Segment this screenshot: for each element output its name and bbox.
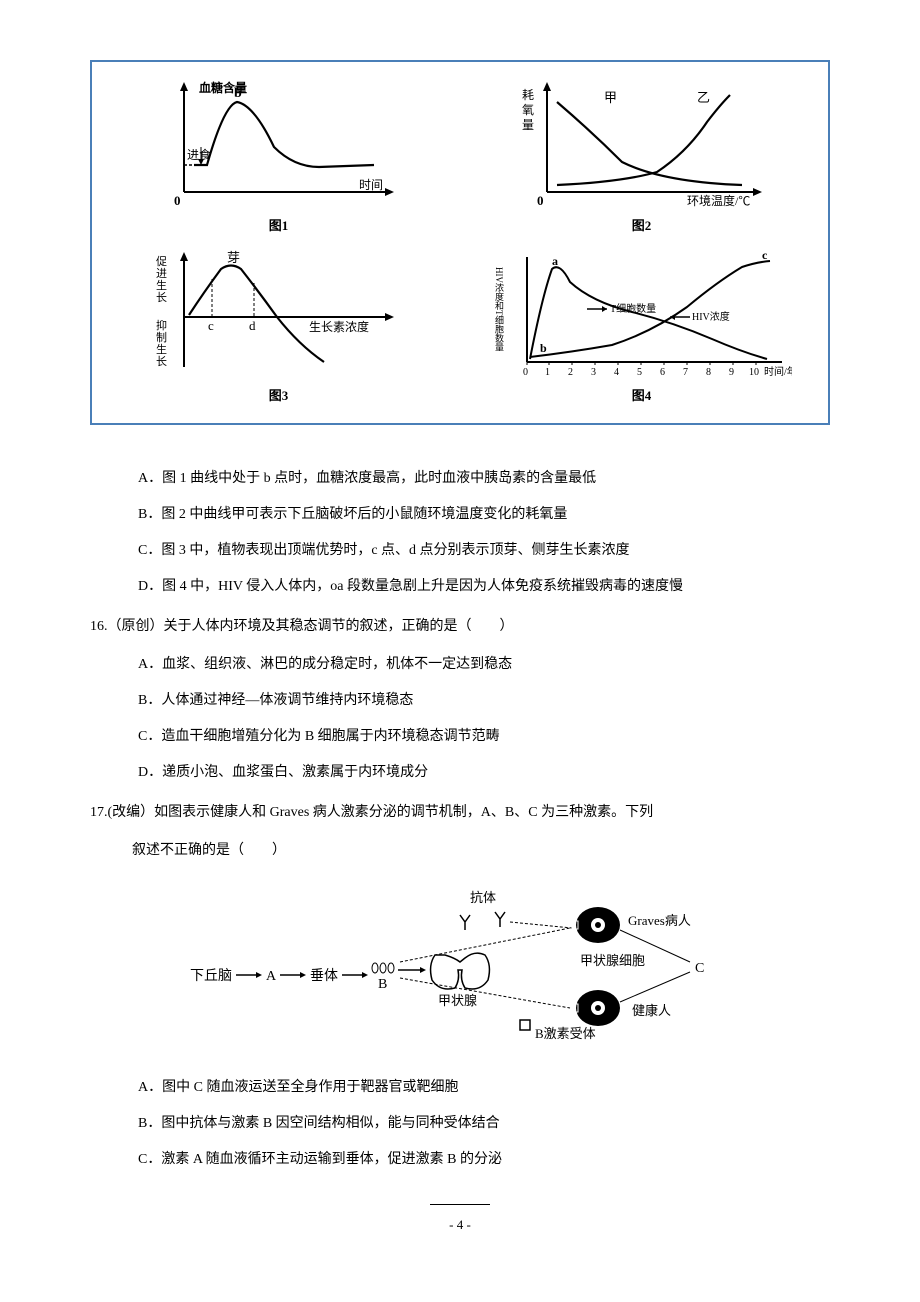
d17-graves: Graves病人 — [628, 913, 691, 928]
fig1-b-label: b — [234, 86, 242, 101]
d17-B: B — [378, 977, 387, 992]
svg-text:2: 2 — [568, 367, 573, 378]
chart-fig3: 促 进 生 长 抑 制 生 长 生长素浓度 芽 c d 图3 — [102, 247, 455, 407]
q16-option-b: B．人体通过神经—体液调节维持内环境稳态 — [90, 687, 830, 715]
chart-fig4-svg: HIV浓度和T细胞数量 0 1 2 3 4 5 6 7 8 9 10 时间/年 — [492, 247, 792, 382]
svg-text:5: 5 — [637, 367, 642, 378]
chart-fig1: 血糖含量 时间 0 进食 b 图1 — [102, 77, 455, 237]
q17-diagram: 下丘脑 A 垂体 B 甲状腺 抗体 — [90, 880, 830, 1059]
svg-text:量: 量 — [522, 118, 534, 132]
q16-option-a: A．血浆、组织液、淋巴的成分稳定时，机体不一定达到稳态 — [90, 651, 830, 679]
svg-text:HIV浓度和T细胞数量: HIV浓度和T细胞数量 — [494, 267, 504, 352]
q17-option-a: A．图中 C 随血液运送至全身作用于靶器官或靶细胞 — [90, 1074, 830, 1102]
svg-text:3: 3 — [591, 367, 596, 378]
figure-grid: 血糖含量 时间 0 进食 b 图1 耗 氧 量 环境温度 — [102, 77, 818, 408]
d17-thyroid: 甲状腺 — [438, 993, 477, 1008]
svg-text:8: 8 — [706, 367, 711, 378]
svg-text:1: 1 — [545, 367, 550, 378]
svg-text:氧: 氧 — [522, 103, 534, 117]
fig3-xlabel: 生长素浓度 — [309, 319, 369, 334]
q16: 16.（原创）关于人体内环境及其稳态调节的叙述，正确的是（ ） A．血浆、组织液… — [90, 613, 830, 787]
q17: 17.(改编）如图表示健康人和 Graves 病人激素分泌的调节机制，A、B、C… — [90, 799, 830, 1174]
q16-option-c: C．造血干细胞增殖分化为 B 细胞属于内环境稳态调节范畴 — [90, 723, 830, 751]
svg-text:生: 生 — [156, 278, 167, 292]
fig3-label: 图3 — [269, 384, 289, 407]
svg-text:制: 制 — [156, 331, 167, 344]
fig3-c: c — [208, 318, 214, 333]
chart-fig3-svg: 促 进 生 长 抑 制 生 长 生长素浓度 芽 c d — [149, 247, 409, 382]
svg-text:10: 10 — [749, 367, 759, 378]
svg-text:生: 生 — [156, 342, 167, 356]
d17-hypothalamus: 下丘脑 — [190, 968, 232, 984]
fig4-c: c — [762, 248, 768, 262]
fig2-jia: 甲 — [604, 90, 617, 105]
d17-receptor: B激素受体 — [535, 1026, 596, 1041]
fig4-xlabel: 时间/年 — [764, 365, 792, 378]
fig2-label: 图2 — [632, 214, 652, 237]
figure-panel: 血糖含量 时间 0 进食 b 图1 耗 氧 量 环境温度 — [90, 60, 830, 425]
d17-A: A — [266, 969, 277, 984]
fig4-label: 图4 — [632, 384, 652, 407]
fig3-ya: 芽 — [227, 250, 240, 265]
chart-fig2: 耗 氧 量 环境温度/℃ 0 甲 乙 图2 — [465, 77, 818, 237]
fig4-b: b — [540, 341, 547, 355]
svg-text:4: 4 — [614, 367, 619, 378]
d17-antibody: 抗体 — [470, 890, 496, 905]
q17-stem: 17.(改编）如图表示健康人和 Graves 病人激素分泌的调节机制，A、B、C… — [90, 799, 830, 827]
svg-text:0: 0 — [174, 193, 181, 208]
q15-options: A．图 1 曲线中处于 b 点时，血糖浓度最高，此时血液中胰岛素的含量最低 B．… — [90, 465, 830, 601]
q17-option-b: B．图中抗体与激素 B 因空间结构相似，能与同种受体结合 — [90, 1110, 830, 1138]
svg-text:耗: 耗 — [522, 88, 534, 102]
fig2-xlabel: 环境温度/℃ — [687, 193, 750, 208]
chart-fig4: HIV浓度和T细胞数量 0 1 2 3 4 5 6 7 8 9 10 时间/年 — [465, 247, 818, 407]
fig1-label: 图1 — [269, 214, 289, 237]
fig4-t-label: T细胞数量 — [610, 302, 656, 315]
d17-healthy: 健康人 — [632, 1003, 671, 1018]
svg-text:长: 长 — [156, 355, 167, 368]
svg-text:9: 9 — [729, 367, 734, 378]
q15-option-b: B．图 2 中曲线甲可表示下丘脑破坏后的小鼠随环境温度变化的耗氧量 — [90, 501, 830, 529]
fig1-xlabel: 时间 — [359, 178, 383, 192]
d17-C: C — [695, 961, 704, 976]
q17-diagram-svg: 下丘脑 A 垂体 B 甲状腺 抗体 — [160, 880, 760, 1050]
fig4-a: a — [552, 254, 558, 268]
svg-text:7: 7 — [683, 367, 688, 378]
chart-fig2-svg: 耗 氧 量 环境温度/℃ 0 甲 乙 — [512, 77, 772, 212]
q15-option-c: C．图 3 中，植物表现出顶端优势时，c 点、d 点分别表示顶芽、侧芽生长素浓度 — [90, 537, 830, 565]
svg-text:促: 促 — [156, 254, 167, 268]
svg-text:0: 0 — [523, 367, 528, 378]
fig3-d: d — [249, 318, 256, 333]
d17-thyroid-cells: 甲状腺细胞 — [580, 953, 645, 968]
svg-text:6: 6 — [660, 367, 665, 378]
svg-text:进: 进 — [156, 267, 167, 280]
q15-option-d: D．图 4 中，HIV 侵入人体内，oa 段数量急剧上升是因为人体免疫系统摧毁病… — [90, 573, 830, 601]
fig4-hiv-label: HIV浓度 — [692, 310, 730, 323]
page-number: - 4 - — [430, 1204, 490, 1236]
q17-stem2: 叙述不正确的是（ ） — [90, 837, 830, 865]
svg-text:0: 0 — [537, 193, 544, 208]
svg-text:抑: 抑 — [156, 318, 167, 332]
q16-option-d: D．递质小泡、血浆蛋白、激素属于内环境成分 — [90, 759, 830, 787]
svg-text:长: 长 — [156, 291, 167, 304]
q16-stem: 16.（原创）关于人体内环境及其稳态调节的叙述，正确的是（ ） — [90, 613, 830, 641]
d17-pituitary: 垂体 — [310, 968, 338, 984]
chart-fig1-svg: 血糖含量 时间 0 进食 b — [149, 77, 409, 212]
q15-option-a: A．图 1 曲线中处于 b 点时，血糖浓度最高，此时血液中胰岛素的含量最低 — [90, 465, 830, 493]
fig2-yi: 乙 — [697, 90, 710, 105]
q17-option-c: C．激素 A 随血液循环主动运输到垂体，促进激素 B 的分泌 — [90, 1146, 830, 1174]
